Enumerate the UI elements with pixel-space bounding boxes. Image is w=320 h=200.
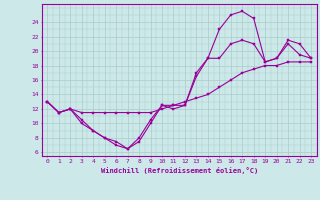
X-axis label: Windchill (Refroidissement éolien,°C): Windchill (Refroidissement éolien,°C) xyxy=(100,167,258,174)
